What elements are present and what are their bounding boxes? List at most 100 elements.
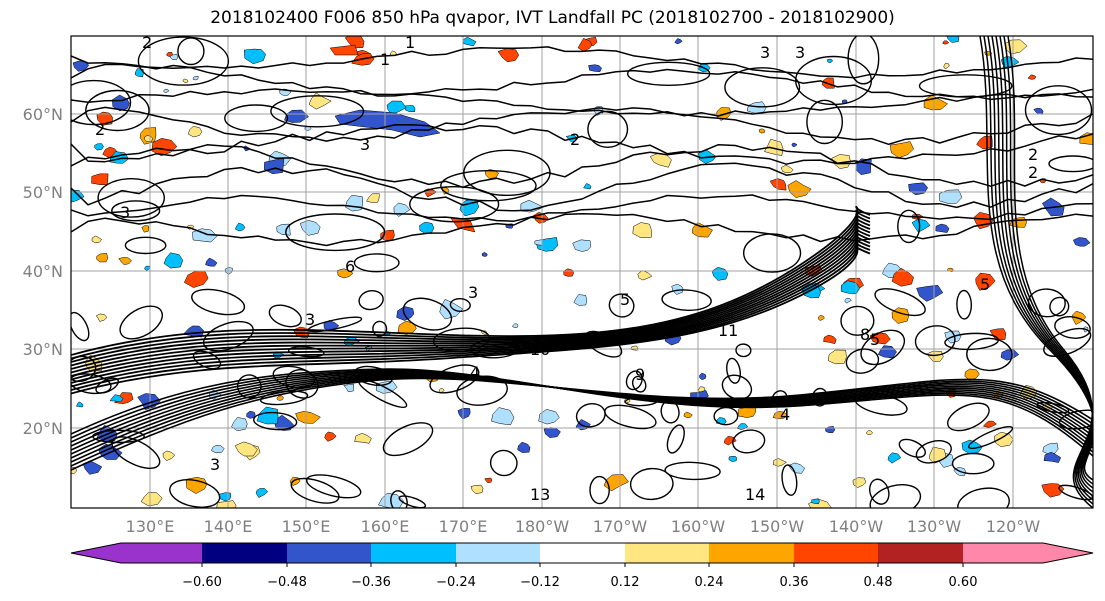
ivt-contour	[71, 46, 1093, 79]
qvapor-blob	[890, 141, 914, 159]
ivt-contour	[71, 242, 871, 391]
qvapor-blob	[942, 40, 950, 45]
qvapor-blob	[234, 441, 258, 457]
contour-label: 4	[470, 363, 480, 382]
qvapor-blob	[205, 257, 218, 267]
ivt-contour	[854, 392, 908, 416]
qvapor-blob	[827, 349, 847, 365]
qvapor-blob	[216, 500, 237, 508]
lon-label: 170°E	[439, 517, 488, 536]
contour-label: 10	[530, 340, 550, 359]
ivt-contour	[307, 316, 363, 333]
qvapor-blob	[192, 228, 218, 243]
lon-label: 160°E	[361, 517, 410, 536]
contour-label: 14	[745, 485, 765, 504]
qvapor-blob	[840, 280, 861, 295]
ivt-contour	[806, 99, 843, 145]
qvapor-blob	[82, 460, 103, 475]
qvapor-blob	[386, 100, 407, 116]
ivt-contour	[1054, 316, 1091, 339]
ivt-contour	[1048, 155, 1093, 173]
ivt-contour	[456, 375, 508, 406]
lat-label: 60°N	[23, 105, 63, 124]
ivt-contour	[956, 289, 973, 320]
ivt-contour	[111, 200, 161, 222]
contour-label: 9	[635, 365, 645, 384]
qvapor-blob	[439, 388, 445, 393]
qvapor-blob	[630, 345, 638, 351]
qvapor-blob	[255, 488, 269, 498]
ivt-contour	[840, 305, 875, 336]
qvapor-blob	[691, 222, 713, 238]
qvapor-blob	[1041, 483, 1065, 498]
colorbar-segment	[709, 543, 794, 563]
ivt-contour	[999, 36, 1093, 501]
colorbar-segment	[202, 543, 287, 563]
qvapor-blob	[96, 252, 109, 263]
qvapor-blob	[151, 138, 178, 157]
lon-label: 140°E	[204, 517, 253, 536]
ivt-contour	[584, 330, 623, 358]
colorbar-tick-label: 0.24	[695, 575, 724, 590]
colorbar-segment	[540, 543, 625, 563]
qvapor-blob	[91, 235, 102, 244]
contour-label: 5	[870, 330, 880, 349]
ivt-contour	[869, 478, 890, 505]
qvapor-blob	[538, 409, 560, 425]
colorbar-tick-labels: −0.60 −0.48 −0.36 −0.24 −0.12 0.12 0.24 0.36 0.4…	[182, 563, 977, 590]
contour-label: 2	[142, 33, 152, 52]
colorbar-segment	[794, 543, 878, 563]
qvapor-blob	[169, 53, 179, 61]
ivt-contour	[390, 490, 408, 508]
ivt-contour	[660, 400, 680, 424]
ivt-contour	[358, 378, 408, 409]
ivt-contour	[627, 61, 711, 87]
qvapor-blob	[517, 441, 531, 453]
ivt-contour	[664, 461, 721, 481]
qvapor-blob	[96, 111, 113, 126]
ivt-contour	[71, 79, 132, 126]
lon-label: 150°E	[282, 517, 331, 536]
ivt-contour	[625, 370, 643, 391]
ivt-contour	[1003, 36, 1093, 505]
ivt-contour	[914, 325, 956, 357]
ivt-contour	[979, 36, 1093, 481]
lat-label: 50°N	[23, 183, 63, 202]
qvapor-blob	[162, 450, 176, 462]
qvapor-blob	[975, 272, 996, 291]
contour-label: 3	[795, 43, 805, 62]
ivt-contour	[71, 88, 1093, 117]
lat-label: 20°N	[23, 419, 63, 438]
qvapor-blob	[588, 64, 602, 72]
qvapor-blob	[234, 222, 246, 232]
ivt-contour	[92, 429, 145, 444]
qvapor-blob	[916, 284, 944, 302]
latitude-labels: 60°N 50°N 40°N 30°N 20°N	[23, 105, 63, 438]
ivt-contour	[432, 327, 491, 353]
qvapor-blob	[961, 439, 983, 455]
colorbar-outline	[70, 542, 1094, 564]
ivt-contour	[946, 402, 990, 432]
contour-label: 6	[345, 257, 355, 276]
ivt-contour	[372, 320, 388, 337]
ivt-contour	[358, 289, 384, 311]
qvapor-blob	[95, 313, 108, 322]
qvapor-blob	[577, 37, 593, 52]
qvapor-blob	[163, 252, 184, 269]
lon-label: 150°W	[750, 517, 805, 536]
ivt-contour	[449, 297, 471, 313]
qvapor-blob	[470, 484, 484, 494]
qvapor-blob	[512, 323, 519, 329]
ivt-contour	[742, 233, 802, 273]
qvapor-blob	[989, 328, 1007, 341]
qvapor-blob	[273, 414, 294, 431]
qvapor-blob	[140, 491, 163, 507]
ivt-contour	[191, 288, 246, 316]
qvapor-blob	[396, 306, 415, 321]
ivt-contour	[111, 436, 161, 470]
colorbar	[70, 542, 1094, 564]
ivt-contour	[202, 320, 254, 352]
ivt-contour	[236, 374, 262, 399]
ivt-contour	[1024, 85, 1093, 136]
